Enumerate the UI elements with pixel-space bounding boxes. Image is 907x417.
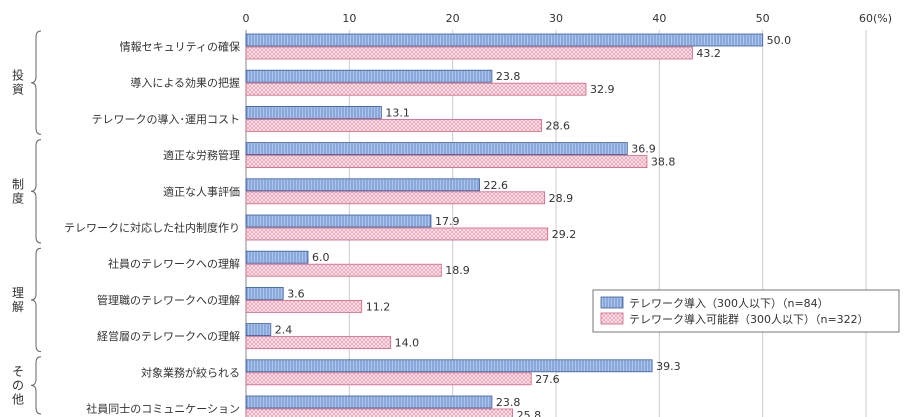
data-label: 36.9	[631, 143, 656, 156]
bar-series1	[245, 142, 628, 156]
data-label: 17.9	[435, 215, 460, 228]
legend-frame	[592, 289, 900, 333]
data-label: 28.9	[549, 192, 574, 205]
bar-series1	[245, 250, 309, 264]
x-axis: 0 10 20 30 40 50 60(%)	[243, 12, 893, 25]
bars: 50.0 43.2 23.8 32.9 13.1 28.6 36.938.8 22.6 28.9…	[245, 33, 792, 417]
data-label: 32.9	[590, 83, 615, 96]
category-label: 情報セキュリティの確保	[120, 40, 240, 54]
bar-series1	[245, 359, 653, 373]
bar-series1	[245, 395, 493, 409]
group-label: 資	[12, 83, 24, 97]
data-label: 2.4	[275, 324, 293, 337]
x-tick-label: 60(%)	[859, 12, 892, 25]
x-tick-label: 20	[446, 12, 460, 25]
data-label: 13.1	[385, 106, 410, 119]
category-label: テレワークの導入･運用コスト	[92, 112, 241, 126]
data-label: 22.6	[484, 179, 509, 192]
data-label: 29.2	[552, 228, 577, 241]
bar-series1	[245, 178, 480, 192]
legend-swatch	[600, 296, 624, 309]
category-labels: 情報セキュリティの確保導入による効果の把握テレワークの導入･運用コスト適正な労務…	[64, 40, 240, 416]
group-label: そ	[12, 364, 24, 378]
bar-series2	[245, 191, 546, 205]
category-label: 管理職のテレワークへの理解	[97, 293, 240, 307]
bar-series2	[245, 263, 442, 277]
group-label: 解	[12, 300, 24, 314]
bar-series2	[245, 155, 648, 169]
data-label: 43.2	[696, 47, 721, 60]
group-label: 投	[12, 68, 24, 83]
category-label: 適正な人事評価	[163, 184, 240, 198]
group-label: 制	[12, 177, 24, 191]
category-label: 導入による効果の把握	[130, 76, 240, 90]
group-bracket	[30, 247, 42, 353]
group-bracket	[30, 139, 42, 244]
bar-series2	[245, 336, 392, 350]
bar-series2	[245, 372, 532, 386]
data-label: 18.9	[445, 264, 470, 277]
group-label: 理	[12, 286, 24, 300]
data-label: 38.8	[651, 156, 676, 169]
bar-series1	[245, 33, 764, 47]
bar-series1	[245, 286, 284, 300]
data-label: 50.0	[767, 34, 792, 47]
x-tick-label: 10	[342, 12, 356, 25]
bar-series1	[245, 69, 493, 83]
x-tick-label: 50	[756, 12, 770, 25]
bar-series1	[245, 106, 382, 119]
group-bracket	[30, 30, 42, 135]
bar-series2	[245, 408, 514, 417]
bar-series1	[245, 214, 432, 228]
data-label: 23.8	[496, 70, 521, 83]
group-label: の	[12, 378, 24, 392]
data-label: 27.6	[535, 373, 560, 386]
bar-series2	[245, 119, 542, 132]
legend-label: テレワーク導入（300人以下）（n=84）	[629, 296, 829, 310]
data-label: 6.0	[312, 251, 330, 264]
group-label: 他	[12, 392, 24, 406]
data-label: 3.6	[287, 287, 305, 300]
bar-series2	[245, 46, 693, 60]
x-tick-label: 0	[243, 12, 250, 25]
category-label: 社員のテレワークへの理解	[108, 257, 240, 271]
data-label: 23.8	[496, 396, 521, 409]
x-tick-label: 40	[652, 12, 666, 25]
category-label: 適正な労務管理	[163, 148, 240, 162]
legend-label: テレワーク導入可能群（300人以下）（n=322）	[629, 312, 869, 326]
legend-swatch	[600, 312, 624, 325]
category-label: 経営層のテレワークへの理解	[97, 329, 240, 343]
group-label: 度	[12, 190, 24, 205]
data-label: 11.2	[366, 300, 391, 313]
category-label: 対象業務が絞られる	[141, 365, 240, 379]
x-tick-label: 30	[549, 12, 563, 25]
legend: テレワーク導入（300人以下）（n=84） テレワーク導入可能群（300人以下）（…	[592, 289, 900, 333]
data-label: 25.8	[517, 409, 542, 417]
data-label: 14.0	[395, 337, 420, 350]
bar-series2	[245, 299, 363, 313]
category-label: テレワークに対応した社内制度作り	[64, 221, 240, 235]
data-label: 28.6	[546, 119, 571, 132]
bar-series2	[245, 227, 549, 241]
data-label: 39.3	[656, 360, 681, 373]
group-bracket	[30, 356, 42, 415]
bar-series2	[245, 82, 587, 96]
category-label: 社員同士のコミュニケーション	[86, 402, 240, 416]
bar-series1	[245, 323, 272, 337]
